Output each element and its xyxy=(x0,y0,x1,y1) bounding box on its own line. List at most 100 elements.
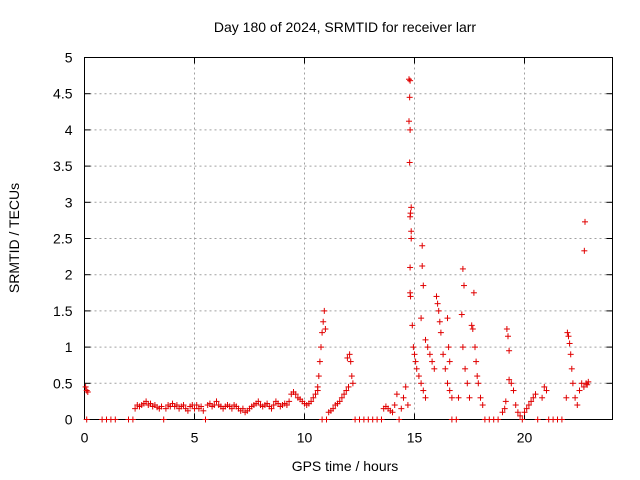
data-point xyxy=(543,387,550,394)
data-point xyxy=(320,318,327,325)
data-point xyxy=(338,394,345,401)
data-point xyxy=(322,326,329,332)
x-tick-label: 5 xyxy=(191,430,199,446)
data-point xyxy=(308,398,315,405)
x-tick-label: 15 xyxy=(407,430,423,446)
data-point xyxy=(521,409,528,416)
y-axis-label: SRMTID / TECUs xyxy=(6,183,22,293)
data-point xyxy=(378,416,385,423)
data-point xyxy=(534,416,541,423)
data-point xyxy=(514,409,521,416)
data-point xyxy=(389,409,396,416)
x-axis-label: GPS time / hours xyxy=(292,458,399,474)
data-point xyxy=(581,247,588,254)
data-point xyxy=(316,358,323,365)
data-point xyxy=(407,293,414,300)
data-point xyxy=(532,391,539,398)
data-points xyxy=(82,76,592,423)
data-point xyxy=(479,402,486,409)
data-point xyxy=(202,416,209,423)
data-point xyxy=(213,398,220,405)
data-point xyxy=(406,76,412,83)
data-point xyxy=(444,315,451,322)
data-point xyxy=(429,358,436,365)
y-tick-label: 5 xyxy=(65,50,73,66)
data-point xyxy=(431,365,438,372)
data-point xyxy=(458,311,465,318)
data-point xyxy=(469,326,476,332)
data-point xyxy=(180,402,187,409)
data-point xyxy=(407,213,414,220)
data-point xyxy=(564,329,571,336)
data-point xyxy=(286,398,293,405)
data-point xyxy=(404,402,411,409)
data-point xyxy=(348,373,355,380)
data-point xyxy=(349,380,356,387)
data-point xyxy=(318,344,324,351)
data-point xyxy=(292,391,299,398)
data-point xyxy=(495,416,502,423)
data-point xyxy=(402,383,409,390)
data-point xyxy=(415,373,422,380)
data-point xyxy=(406,159,413,166)
data-point xyxy=(413,365,420,372)
data-point xyxy=(412,358,419,365)
data-point xyxy=(530,394,537,401)
data-point xyxy=(193,402,200,409)
data-point xyxy=(459,344,466,351)
data-point xyxy=(319,329,326,336)
data-point xyxy=(83,416,90,423)
data-point xyxy=(184,407,191,414)
data-point xyxy=(398,405,405,412)
grid-lines xyxy=(84,57,613,420)
data-point xyxy=(442,365,449,372)
data-point xyxy=(422,394,429,401)
data-point xyxy=(411,351,418,358)
data-point xyxy=(541,383,548,390)
y-tick-label: 2 xyxy=(65,267,73,283)
data-point xyxy=(283,402,290,409)
data-point xyxy=(347,358,354,365)
data-point xyxy=(336,398,343,405)
data-point xyxy=(503,326,510,332)
data-point xyxy=(523,405,530,412)
data-point xyxy=(472,344,478,351)
data-point xyxy=(568,365,575,372)
data-point xyxy=(563,394,570,401)
data-point xyxy=(572,394,579,401)
data-point xyxy=(143,398,150,405)
data-point xyxy=(574,402,581,409)
x-tick-label: 20 xyxy=(517,430,533,446)
data-point xyxy=(474,373,481,380)
data-point xyxy=(83,387,90,394)
data-point xyxy=(477,394,484,401)
data-point xyxy=(444,380,451,387)
data-point xyxy=(466,394,473,401)
data-point xyxy=(407,126,414,133)
data-point xyxy=(528,398,535,405)
data-point xyxy=(312,391,319,398)
data-point xyxy=(330,405,337,412)
data-point xyxy=(84,388,91,395)
x-tick-label: 10 xyxy=(297,430,313,446)
data-point xyxy=(112,416,119,423)
data-point xyxy=(446,358,453,365)
data-point xyxy=(468,322,475,329)
data-point xyxy=(470,289,477,296)
data-point xyxy=(407,77,414,84)
data-point xyxy=(461,282,467,289)
data-point xyxy=(565,333,572,340)
data-point xyxy=(499,409,506,416)
data-point xyxy=(418,315,425,322)
data-point xyxy=(420,387,427,394)
data-point xyxy=(422,336,429,343)
data-point xyxy=(426,351,433,358)
data-point xyxy=(396,416,403,423)
y-tick-label: 4.5 xyxy=(53,86,73,102)
axis-ticks xyxy=(84,57,613,420)
data-point xyxy=(582,218,588,225)
data-point xyxy=(517,412,524,419)
data-point xyxy=(419,263,426,270)
data-point xyxy=(173,402,180,409)
data-point xyxy=(391,402,398,409)
